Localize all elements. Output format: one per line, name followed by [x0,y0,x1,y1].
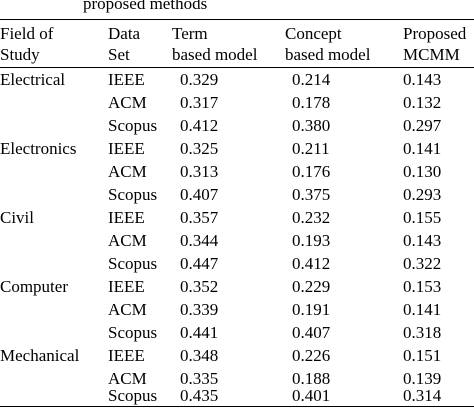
cell-proposed: 0.151 [403,346,442,365]
cell-proposed: 0.314 [403,386,442,405]
cell-proposed: 0.153 [403,277,442,296]
cell-concept: 0.214 [292,70,331,89]
cell-proposed: 0.143 [403,231,442,250]
cell-concept: 0.229 [292,277,331,296]
cell-proposed: 0.139 [403,369,442,388]
cell-term: 0.407 [180,185,219,204]
cell-concept: 0.226 [292,346,331,365]
cell-term: 0.344 [180,231,219,250]
cell-proposed: 0.132 [403,93,442,112]
cell-data-set: Scopus [108,254,158,273]
table-row: Mechanical IEEE 0.348 0.226 0.151 [0,344,474,367]
table-row: Scopus 0.441 0.407 0.318 [0,321,474,344]
cell-term: 0.447 [180,254,219,273]
cell-proposed: 0.130 [403,162,442,181]
cell-proposed: 0.143 [403,70,442,89]
cell-concept: 0.380 [292,116,331,135]
cell-term: 0.352 [180,277,219,296]
cell-field: Electrical [0,70,66,89]
cell-term: 0.435 [180,386,219,405]
header-line: Field of [0,24,54,43]
cell-data-set: ACM [108,162,147,181]
header-line: Set [108,45,130,64]
cell-term: 0.317 [180,93,219,112]
table-row: ACM 0.335 0.188 0.139 [0,367,474,390]
header-line: Term [172,24,208,43]
cell-proposed: 0.297 [403,116,442,135]
table-row: ACM 0.339 0.191 0.141 [0,298,474,321]
header-concept-based-model: Concept based model [285,23,370,65]
header-line: MCMM [403,45,460,64]
cell-data-set: ACM [108,300,147,319]
header-line: Study [0,45,40,64]
cell-proposed: 0.322 [403,254,442,273]
cell-field: Mechanical [0,346,80,365]
cell-data-set: Scopus [108,323,158,342]
cell-proposed: 0.141 [403,300,442,319]
cell-proposed: 0.141 [403,139,442,158]
cell-data-set: ACM [108,231,147,250]
table-row: ACM 0.317 0.178 0.132 [0,91,474,114]
cell-term: 0.441 [180,323,219,342]
cell-concept: 0.188 [292,369,331,388]
cell-concept: 0.191 [292,300,331,319]
cell-term: 0.325 [180,139,219,158]
cell-term: 0.412 [180,116,219,135]
cell-data-set: ACM [108,93,147,112]
header-proposed-mcmm: Proposed MCMM [403,23,466,65]
table-row: Computer IEEE 0.352 0.229 0.153 [0,275,474,298]
header-field-of-study: Field of Study [0,23,53,65]
cell-proposed: 0.318 [403,323,442,342]
header-line: Data [108,24,141,43]
cell-data-set: IEEE [108,208,145,227]
cell-data-set: ACM [108,369,147,388]
table-row: Electronics IEEE 0.325 0.211 0.141 [0,137,474,160]
header-data-set: Data Set [108,23,140,65]
cell-data-set: IEEE [108,70,145,89]
cell-field: Civil [0,208,35,227]
cell-term: 0.329 [180,70,219,89]
cell-data-set: IEEE [108,277,145,296]
table-top-rule [0,19,474,20]
cell-field: Computer [0,277,68,296]
header-line: Concept [285,24,342,43]
cell-term: 0.357 [180,208,219,227]
table-row: Scopus 0.407 0.375 0.293 [0,183,474,206]
table-row: ACM 0.344 0.193 0.143 [0,229,474,252]
cell-proposed: 0.293 [403,185,442,204]
cell-concept: 0.178 [292,93,331,112]
table-row: Civil IEEE 0.357 0.232 0.155 [0,206,474,229]
cell-term: 0.339 [180,300,219,319]
cell-concept: 0.211 [292,139,330,158]
header-rule [0,67,474,68]
table-row: Scopus 0.447 0.412 0.322 [0,252,474,275]
cell-data-set: IEEE [108,346,145,365]
cell-field: Electronics [0,139,77,158]
header-line: based model [172,45,258,64]
cell-concept: 0.232 [292,208,331,227]
cell-data-set: Scopus [108,116,158,135]
cell-term: 0.348 [180,346,219,365]
cell-concept: 0.176 [292,162,331,181]
cell-concept: 0.375 [292,185,331,204]
header-line: Proposed [403,24,467,43]
table-row: ACM 0.313 0.176 0.130 [0,160,474,183]
table-bottom-rule [0,406,474,407]
table-row: Scopus 0.435 0.401 0.314 [0,384,474,407]
header-line: based model [285,45,371,64]
table-row: Scopus 0.412 0.380 0.297 [0,114,474,137]
cell-data-set: IEEE [108,139,145,158]
cell-concept: 0.407 [292,323,331,342]
cell-term: 0.313 [180,162,219,181]
table-row: Electrical IEEE 0.329 0.214 0.143 [0,68,474,91]
cell-data-set: Scopus [108,185,158,204]
cell-concept: 0.401 [292,386,331,405]
cell-concept: 0.193 [292,231,331,250]
cell-data-set: Scopus [108,386,158,405]
cell-concept: 0.412 [292,254,331,273]
cell-proposed: 0.155 [403,208,442,227]
cell-term: 0.335 [180,369,219,388]
header-term-based-model: Term based model [172,23,257,65]
table-caption: proposed methods [83,0,208,13]
